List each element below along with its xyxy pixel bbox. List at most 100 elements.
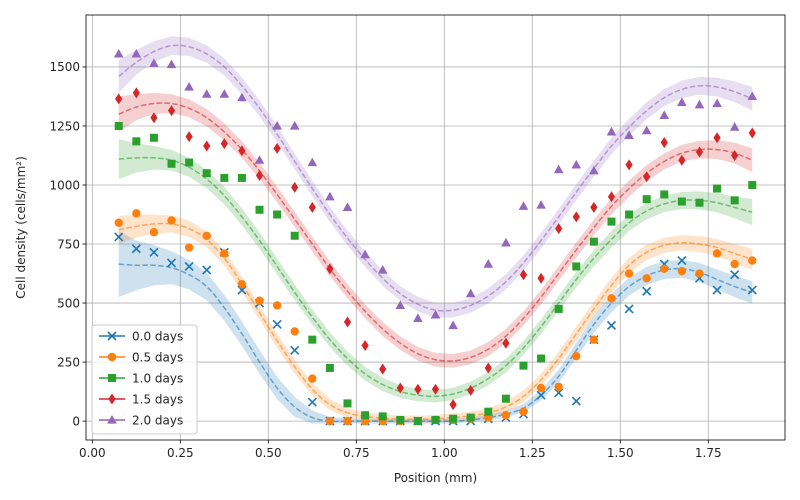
data-point [555,223,563,235]
legend-label: 2.0 days [132,413,183,427]
data-point [625,210,634,219]
data-point [572,262,581,271]
data-point [360,249,370,259]
data-point [237,92,247,102]
data-point [185,131,193,143]
data-point [554,304,563,313]
data-point [413,313,423,323]
plot-frame [85,14,786,441]
data-point [607,294,616,303]
data-point [678,154,686,166]
x-tick-label: 0.00 [79,446,106,460]
legend-entry: 0.5 days [99,350,183,364]
y-tick-label: 1000 [49,178,80,192]
data-point [572,211,580,223]
x-tick-label: 1.00 [431,446,458,460]
data-point [519,361,528,370]
x-tick-label: 1.25 [519,446,546,460]
data-point [308,201,316,213]
legend-marker [108,374,116,382]
data-point [695,146,704,158]
data-point [131,244,141,254]
data-point [361,411,370,420]
data-point [589,165,599,175]
data-point [730,259,739,269]
data-point [361,340,369,352]
data-point [185,158,194,167]
data-point [308,335,317,344]
data-point [325,191,335,201]
data-point [290,231,299,240]
legend-label: 1.0 days [132,371,183,385]
data-point [501,394,510,403]
data-point [149,133,158,142]
data-point [730,196,739,205]
data-point [466,413,475,422]
data-point [431,415,440,424]
data-point [308,374,317,383]
data-point [501,237,511,247]
legend-entry: 1.0 days [99,371,183,385]
data-point [254,155,265,164]
data-point [571,396,581,406]
fit-line [118,156,753,398]
data-point [537,354,546,363]
y-tick-label: 0 [72,414,80,428]
data-point [202,265,212,275]
data-point [238,145,246,157]
x-tick-label: 0.25 [167,446,194,460]
data-point [291,181,299,193]
x-axis-label: Position (mm) [394,471,477,485]
data-point [659,110,670,119]
data-point [643,171,651,183]
legend-marker [107,331,117,341]
data-point [166,258,177,268]
data-point [589,237,598,246]
data-point [255,205,264,214]
legend-box [91,324,198,435]
data-point [624,269,634,278]
data-point [483,259,494,268]
data-point [731,149,739,161]
data-point [536,200,546,209]
data-point [202,231,211,240]
data-point [343,316,352,328]
data-point [114,232,124,242]
data-point [467,384,475,396]
data-point [290,327,299,336]
data-point [413,417,422,426]
data-point [377,265,388,274]
data-point [379,363,387,375]
data-point [167,159,176,168]
x-tick-label: 0.75 [343,446,370,460]
data-point [220,138,228,150]
data-point [184,82,194,91]
legend-label: 1.5 days [132,392,183,406]
data-point [396,382,404,394]
data-point [255,170,264,182]
plot-background [86,15,785,440]
data-point [660,137,668,148]
data-point [694,99,705,109]
data-point [553,164,564,174]
data-point [748,181,757,189]
data-point [449,414,458,423]
data-point [519,407,528,416]
data-point [255,296,264,305]
data-point [713,132,721,144]
legend-marker [107,352,117,362]
data-point [607,191,616,203]
x-tick-label: 1.75 [695,446,722,460]
legend-label: 0.0 days [132,329,183,343]
data-point [748,256,757,265]
data-point [431,383,440,395]
data-point [272,319,282,329]
data-point [677,255,687,266]
data-point [449,399,457,411]
data-point [712,285,722,295]
data-point [149,228,159,237]
data-point [220,173,229,182]
data-point [132,209,141,218]
data-point [237,279,247,289]
data-points [113,48,758,426]
